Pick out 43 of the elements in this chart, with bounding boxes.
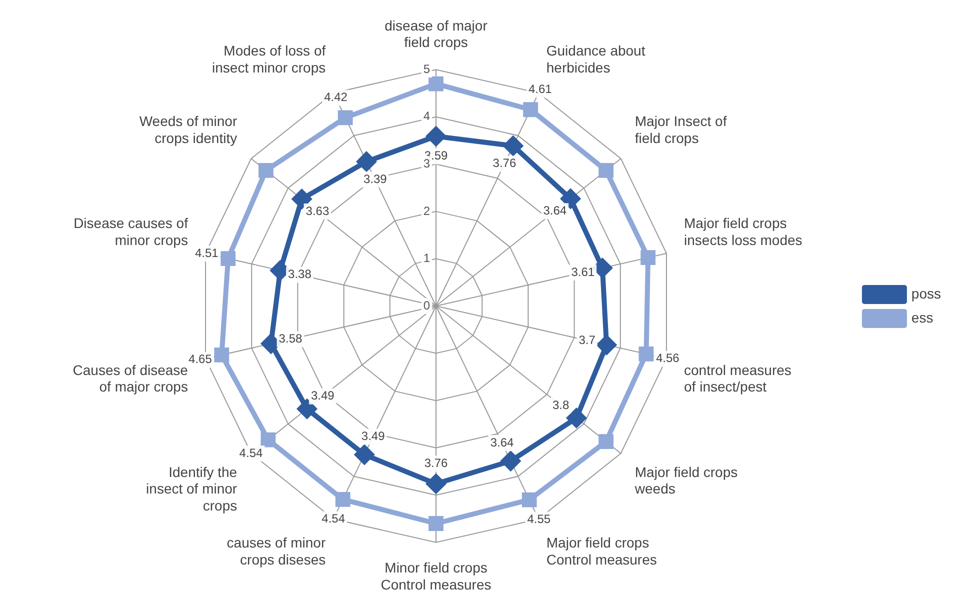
data-label: 4.54	[322, 512, 346, 526]
spoke-label: Minor field crops Control measures	[380, 560, 492, 592]
legend-label: poss	[911, 285, 942, 302]
data-label: 3.61	[571, 264, 595, 279]
data-label: 3.7	[578, 332, 596, 347]
y-tick-label: 5	[423, 62, 430, 76]
y-tick-label: 0	[423, 298, 430, 312]
spoke-label: Identify the insect of minor crops	[146, 464, 238, 514]
data-label: 3.38	[288, 267, 312, 282]
data-label: 3.64	[490, 435, 514, 450]
data-label: 3.58	[278, 332, 302, 346]
spoke-label: Major Insect of field crops	[634, 113, 727, 146]
spoke-label: causes of minor crops diseses	[226, 534, 326, 568]
data-label: 4.42	[324, 90, 348, 104]
data-label: 3.64	[543, 203, 567, 218]
data-label: 4.51	[194, 246, 219, 260]
spoke-label: Major field crops Control measures	[546, 534, 657, 568]
data-label: 3.49	[310, 388, 335, 403]
spoke-label: Major field crops insects loss modes	[684, 215, 802, 248]
spoke-label: Disease causes of minor crops	[74, 215, 188, 248]
legend-label: ess	[911, 309, 934, 326]
data-label: 3.63	[306, 204, 330, 218]
spoke-label: Modes of loss of insect minor crops	[212, 42, 326, 76]
y-tick-label: 1	[423, 251, 430, 266]
spoke-label: disease of major field crops	[384, 17, 488, 50]
data-label: 3.76	[424, 456, 448, 470]
data-label: 4.65	[188, 352, 212, 366]
y-tick-label: 2	[423, 204, 430, 218]
data-label: 4.54	[239, 446, 263, 460]
data-label: 4.55	[527, 512, 551, 526]
data-label: 4.56	[656, 351, 680, 366]
data-label: 4.61	[528, 82, 552, 96]
data-label: 3.76	[492, 156, 516, 170]
spoke-label: Guidance about herbicides	[546, 42, 646, 76]
y-tick-label: 3	[423, 156, 430, 170]
spoke-label: control measures of insect/pest	[684, 362, 792, 395]
spoke-label: Causes of disease of major crops	[72, 362, 188, 395]
y-tick-label: 4	[423, 109, 430, 124]
data-label: 3.8	[552, 398, 570, 412]
data-label: 3.49	[361, 428, 386, 443]
spoke-label: Major field crops weeds	[634, 464, 738, 497]
spoke-label: Weeds of minor crops identity	[139, 113, 238, 146]
data-label: 3.39	[363, 172, 388, 186]
